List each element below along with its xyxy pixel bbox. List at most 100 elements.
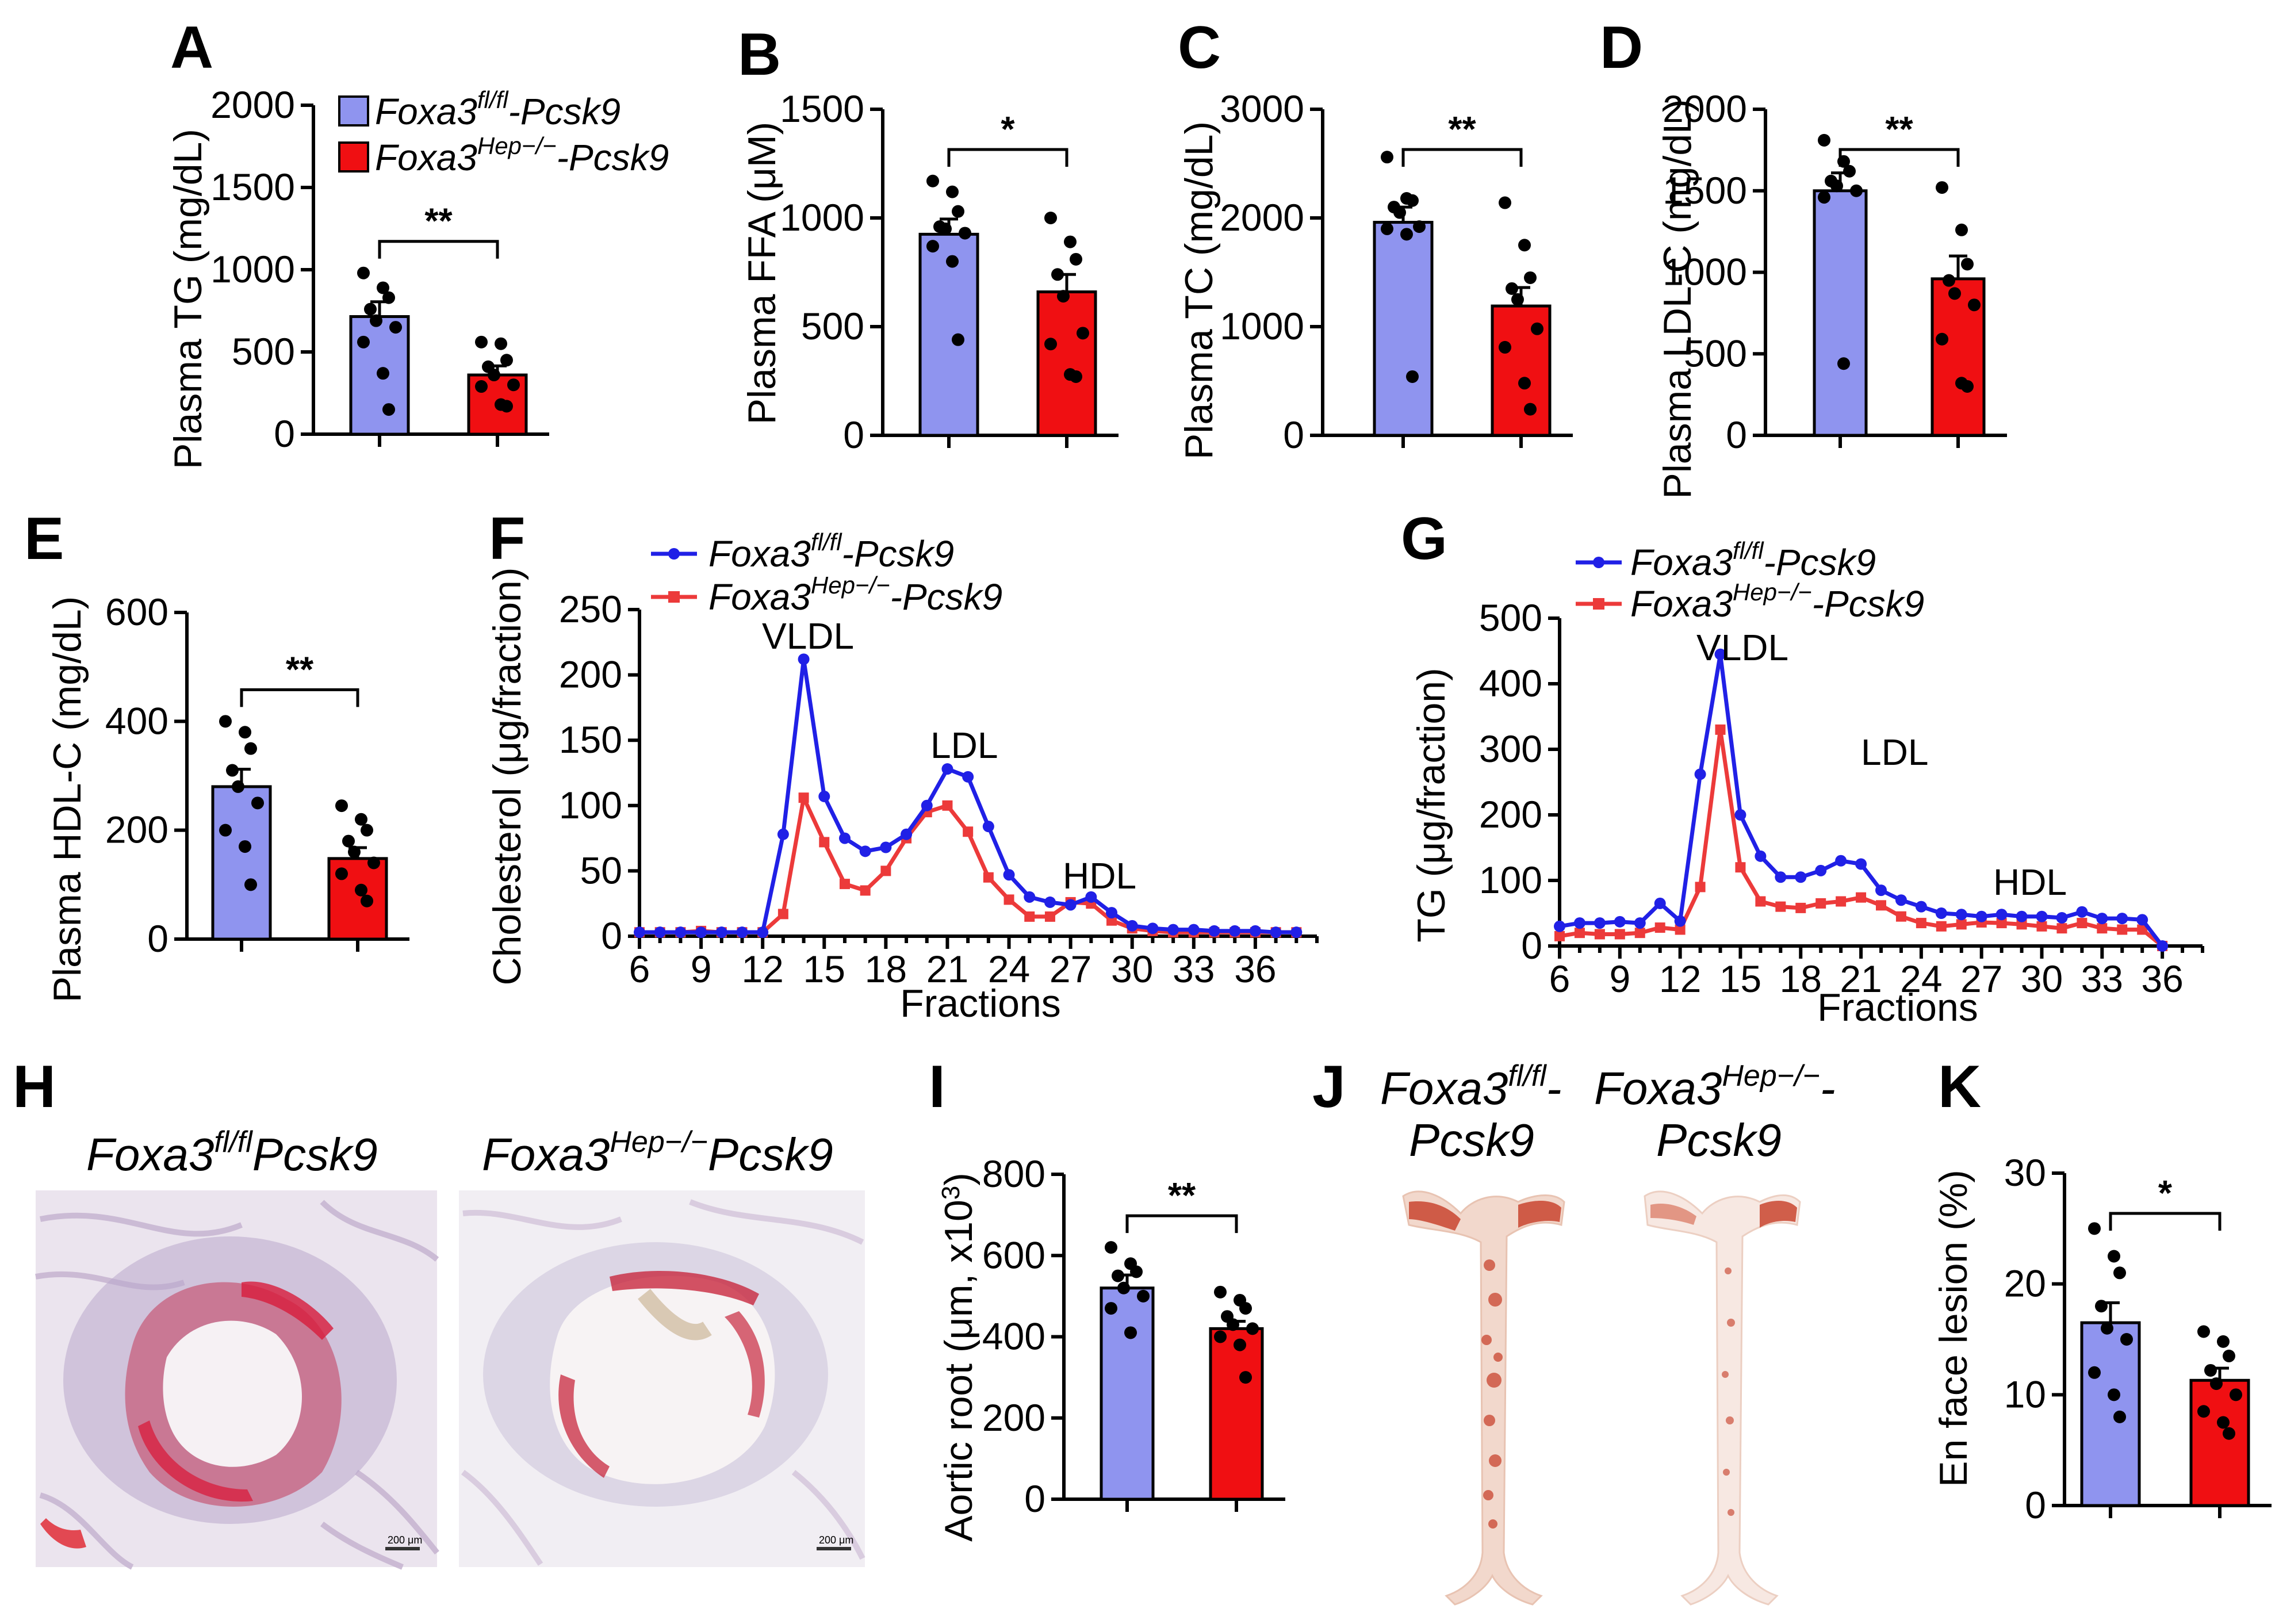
data-point-i xyxy=(1246,1322,1259,1335)
y-tick-label-k: 30 xyxy=(2004,1151,2046,1194)
series-marker-f-wt xyxy=(859,845,871,857)
significance-bracket-i xyxy=(1125,1214,1238,1234)
significance-label-c: ** xyxy=(1448,110,1476,150)
data-point-a xyxy=(382,403,395,416)
panel-letter-k: K xyxy=(1938,1054,1981,1120)
aorta-image-left xyxy=(1402,1190,1565,1606)
y-tick-label-i: 200 xyxy=(982,1396,1045,1439)
bar-chart-plasma-hdl: 0 200 400 600 ** xyxy=(105,591,409,960)
series-marker-g-ko xyxy=(2077,918,2088,929)
series-marker-g-wt xyxy=(1734,809,1746,821)
series-marker-f-wt xyxy=(818,790,830,802)
peak-label-ldl-g: LDL xyxy=(1861,731,1928,773)
y-tick-label-g: 300 xyxy=(1479,727,1542,770)
series-marker-f-ko xyxy=(1106,915,1117,926)
data-point-i xyxy=(1227,1318,1239,1331)
y-tick-label-d: 500 xyxy=(1684,332,1747,374)
data-point-e xyxy=(239,726,251,739)
data-point-k xyxy=(2108,1250,2120,1263)
scale-bar-label-left: 200 μm xyxy=(388,1534,422,1546)
bar-chart-en-face-lesion: 0 10 20 30 * xyxy=(2004,1151,2272,1526)
significance-bracket-c xyxy=(1401,148,1523,167)
data-point-b xyxy=(946,185,959,198)
series-marker-g-wt xyxy=(1895,894,1907,906)
series-marker-g-wt xyxy=(1915,901,1927,913)
data-point-i xyxy=(1117,1281,1130,1294)
peak-label-vldl-f: VLDL xyxy=(762,615,854,657)
y-axis-label-c: Plasma TC (mg/dL) xyxy=(1177,121,1221,459)
significance-label-k: * xyxy=(2158,1174,2173,1213)
significance-bracket-k xyxy=(2109,1212,2221,1231)
significance-label-a: ** xyxy=(424,202,453,242)
data-point-k xyxy=(2088,1222,2101,1235)
series-marker-f-wt xyxy=(695,926,707,939)
histology-caption-right: Foxa3Hep−/−Pcsk9 xyxy=(482,1125,833,1180)
data-point-e xyxy=(361,824,373,837)
data-point-a xyxy=(377,281,389,294)
data-point-c xyxy=(1406,194,1419,207)
legend-label-ko: Foxa3Hep−/−-Pcsk9 xyxy=(375,132,669,178)
x-tick-label-f: 15 xyxy=(803,948,845,990)
panel-letter-i: I xyxy=(929,1054,945,1120)
significance-bracket-b xyxy=(947,148,1068,167)
data-point-c xyxy=(1499,340,1511,354)
data-point-e xyxy=(244,878,257,891)
x-axis-label-g: Fractions xyxy=(1817,986,1978,1029)
data-point-e xyxy=(342,834,355,848)
y-tick-label-e: 600 xyxy=(105,591,168,633)
panel-letter-f: F xyxy=(489,505,526,572)
data-point-a xyxy=(475,335,488,348)
y-tick-label-a: 2000 xyxy=(210,83,295,126)
data-point-c xyxy=(1406,370,1419,383)
y-tick-label-g: 200 xyxy=(1479,793,1542,836)
series-marker-g-wt xyxy=(1855,858,1867,870)
x-tick-label-g: 6 xyxy=(1549,957,1571,1000)
y-tick-label-f: 0 xyxy=(601,914,622,957)
histology-image-right: 200 μm xyxy=(459,1190,865,1567)
line-chart-tg-fractions: 0 100 200 300 400 500 6 9 12 15 18 21 24 27 30 33 36 xyxy=(1479,596,2204,1000)
data-point-d xyxy=(1936,332,1948,346)
series-marker-g-ko xyxy=(2016,919,2027,930)
bar-b-wt xyxy=(918,232,979,437)
data-point-i xyxy=(1239,1302,1252,1315)
data-point-b xyxy=(1044,212,1057,224)
series-marker-f-wt xyxy=(798,653,810,665)
y-axis-label-f: Cholesterol (μg/fraction) xyxy=(485,567,529,985)
y-tick-label-f: 200 xyxy=(559,653,622,696)
series-marker-f-ko xyxy=(880,865,891,876)
series-marker-f-ko xyxy=(983,872,994,883)
y-tick-label-a: 500 xyxy=(232,330,295,373)
data-point-k xyxy=(2113,1266,2126,1280)
bar-i-wt xyxy=(1100,1286,1155,1501)
data-point-c xyxy=(1499,196,1511,209)
series-marker-g-ko xyxy=(1895,911,1906,922)
data-point-a xyxy=(488,369,500,382)
y-tick-label-d: 1000 xyxy=(1663,251,1747,293)
data-point-d xyxy=(1818,133,1830,147)
series-marker-g-wt xyxy=(2136,914,2148,926)
significance-bracket-a xyxy=(378,240,499,259)
data-point-d xyxy=(1837,357,1850,370)
significance-bracket-d xyxy=(1838,148,1960,167)
data-point-k xyxy=(2217,1335,2230,1348)
y-tick-label-f: 100 xyxy=(559,784,622,826)
series-marker-g-ko xyxy=(1715,724,1726,735)
data-point-b xyxy=(946,255,959,268)
data-point-e xyxy=(219,715,232,728)
series-marker-f-wt xyxy=(1147,922,1159,934)
aorta-caption-left-line1: Foxa3fl/fl- xyxy=(1380,1059,1561,1114)
data-point-e xyxy=(361,894,373,907)
series-marker-g-ko xyxy=(1836,896,1847,907)
series-marker-g-ko xyxy=(1956,919,1967,930)
data-point-e xyxy=(251,796,264,810)
series-marker-f-wt xyxy=(1229,925,1241,937)
data-point-c xyxy=(1393,206,1406,219)
data-point-b xyxy=(1044,338,1057,351)
series-marker-g-wt xyxy=(1975,910,1987,922)
data-point-c xyxy=(1511,293,1524,306)
y-tick-label-f: 50 xyxy=(580,849,622,891)
series-marker-f-wt xyxy=(1064,899,1077,911)
series-marker-g-wt xyxy=(1674,915,1686,927)
scale-bar-label-right: 200 μm xyxy=(819,1534,853,1546)
significance-label-d: ** xyxy=(1885,110,1913,150)
